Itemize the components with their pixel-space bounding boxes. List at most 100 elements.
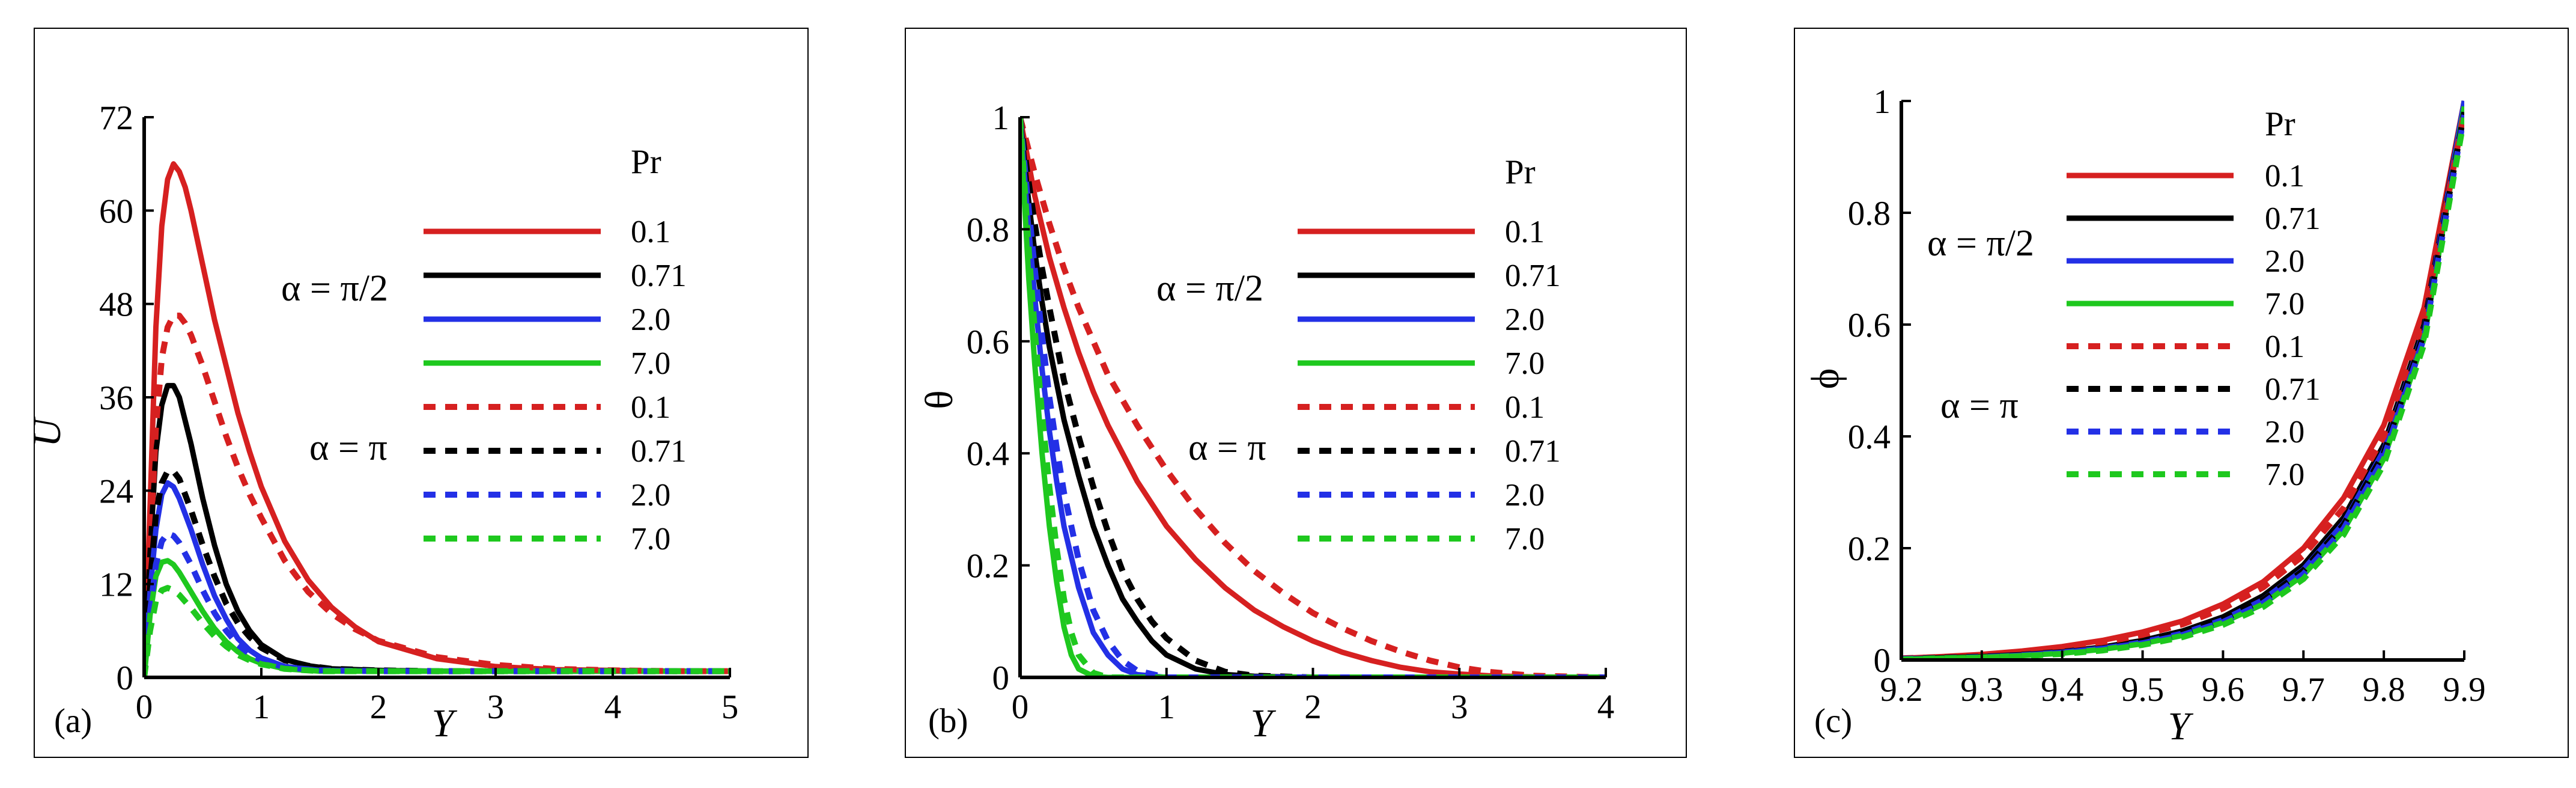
legend: Pr 0.1 0.71 2.0 7.0 0.1 0.71 2.0 7.0 α = π/2 α = π bbox=[1156, 153, 1561, 557]
y-tick-label: 48 bbox=[99, 286, 133, 324]
x-tick-label: 1 bbox=[1158, 688, 1176, 726]
legend-label-0: 0.1 bbox=[1505, 215, 1545, 249]
legend-label-3: 7.0 bbox=[2265, 287, 2304, 322]
panel-frame bbox=[34, 28, 809, 758]
y-tick-label: 60 bbox=[99, 192, 133, 230]
legend-label-6: 2.0 bbox=[1505, 478, 1545, 513]
legend-group-label-0: α = π/2 bbox=[281, 268, 388, 309]
legend-label-2: 2.0 bbox=[631, 302, 670, 337]
series-group bbox=[144, 161, 730, 677]
legend-label-1: 0.71 bbox=[2265, 201, 2321, 236]
legend-title: Pr bbox=[2265, 105, 2295, 143]
y-tick-label: 0 bbox=[1874, 642, 1891, 680]
legend-label-3: 7.0 bbox=[631, 346, 670, 381]
y-tick-label: 0.4 bbox=[1848, 418, 1891, 456]
y-tick-label: 0.6 bbox=[967, 323, 1009, 361]
y-tick-label: 0.4 bbox=[967, 435, 1009, 473]
x-tick-label: 9.6 bbox=[2202, 671, 2244, 709]
x-tick-label: 9.2 bbox=[1880, 671, 1922, 709]
chart-panel-b: 0 1 2 3 4 0 0.2 0.4 0.6 0.8 1 θ Y (b) Pr 0.1 0.71 2.0 7.0 0… bbox=[905, 28, 1687, 758]
legend-label-5: 0.71 bbox=[631, 434, 687, 469]
series-line-0 bbox=[1020, 117, 1606, 677]
legend-label-5: 0.71 bbox=[2265, 372, 2321, 407]
series-line-0 bbox=[1901, 100, 2464, 660]
x-tick-label: 2 bbox=[1304, 688, 1322, 726]
legend-label-0: 0.1 bbox=[631, 215, 670, 249]
x-axis-title: Y bbox=[432, 701, 458, 745]
x-tick-label: 9.4 bbox=[2041, 671, 2083, 709]
x-tick-label: 9.7 bbox=[2282, 671, 2325, 709]
legend-title: Pr bbox=[631, 143, 661, 181]
y-tick-label: 0.2 bbox=[967, 548, 1009, 585]
series-line-7 bbox=[144, 585, 730, 677]
y-tick-label: 12 bbox=[99, 566, 133, 604]
legend-label-4: 0.1 bbox=[631, 390, 670, 425]
panel-frame bbox=[905, 28, 1687, 758]
y-tick-label: 1 bbox=[1874, 83, 1891, 121]
series-line-1 bbox=[1901, 100, 2464, 660]
series-group bbox=[1901, 100, 2464, 660]
x-tick-label: 3 bbox=[487, 688, 505, 726]
x-tick-label: 5 bbox=[721, 688, 739, 726]
panel-frame bbox=[1794, 28, 2569, 758]
x-tick-label: 0 bbox=[1012, 688, 1029, 726]
panel-label: (c) bbox=[1814, 702, 1852, 740]
legend-group-label-0: α = π/2 bbox=[1156, 268, 1263, 309]
y-axis-title: ϕ bbox=[1803, 368, 1847, 389]
y-tick-label: 36 bbox=[99, 379, 133, 417]
legend-label-4: 0.1 bbox=[1505, 390, 1545, 425]
legend-label-4: 0.1 bbox=[2265, 329, 2304, 364]
y-tick-label: 0.6 bbox=[1848, 307, 1891, 344]
y-tick-label: 0.8 bbox=[967, 211, 1009, 249]
series-line-2 bbox=[1901, 100, 2464, 660]
legend-label-0: 0.1 bbox=[2265, 159, 2304, 194]
y-tick-label: 0 bbox=[117, 659, 134, 697]
x-tick-label: 9.8 bbox=[2363, 671, 2405, 709]
panel-label: (b) bbox=[928, 702, 968, 740]
legend-label-2: 2.0 bbox=[1505, 302, 1545, 337]
y-tick-label: 1 bbox=[992, 99, 1010, 137]
y-tick-label: 72 bbox=[99, 99, 133, 137]
legend-label-6: 2.0 bbox=[631, 478, 670, 513]
series-line-4 bbox=[1020, 116, 1606, 677]
y-axis-title: U bbox=[25, 416, 69, 447]
chart-panel-c: 9.2 9.3 9.4 9.5 9.6 9.7 9.8 9.9 0 0.2 0.4 0.6 0.8 1 ϕ Y… bbox=[1794, 28, 2569, 758]
series-line-4 bbox=[144, 313, 730, 677]
legend-label-3: 7.0 bbox=[1505, 346, 1545, 381]
series-line-2 bbox=[1020, 117, 1606, 677]
legend-label-7: 7.0 bbox=[1505, 522, 1545, 557]
legend-label-2: 2.0 bbox=[2265, 244, 2304, 279]
legend-label-7: 7.0 bbox=[2265, 457, 2304, 492]
series-line-3 bbox=[1901, 106, 2464, 660]
chart-panel-a: 0 1 2 3 4 50122436486072UY(a)Pr0.10.712.07.00… bbox=[25, 28, 809, 758]
y-tick-label: 0 bbox=[992, 659, 1010, 697]
x-tick-label: 3 bbox=[1451, 688, 1468, 726]
x-tick-label: 4 bbox=[1597, 688, 1615, 726]
x-axis-title: Y bbox=[2168, 704, 2194, 748]
y-tick-label: 0.8 bbox=[1848, 195, 1891, 233]
legend-group-label-0: α = π/2 bbox=[1927, 223, 2034, 264]
x-tick-label: 4 bbox=[604, 688, 622, 726]
x-axis-title: Y bbox=[1251, 701, 1277, 745]
legend-group-label-1: α = π bbox=[1188, 427, 1266, 468]
y-tick-label: 24 bbox=[99, 472, 133, 510]
legend-label-1: 0.71 bbox=[1505, 258, 1561, 293]
legend-label-7: 7.0 bbox=[631, 522, 670, 557]
x-tick-label: 1 bbox=[253, 688, 270, 726]
legend-group-label-1: α = π bbox=[1940, 385, 2019, 426]
legend-group-label-1: α = π bbox=[309, 427, 387, 468]
legend-title: Pr bbox=[1505, 153, 1536, 191]
x-tick-label: 9.5 bbox=[2121, 671, 2164, 709]
x-tick-label: 9.9 bbox=[2443, 671, 2485, 709]
x-tick-label: 2 bbox=[370, 688, 387, 726]
legend-label-1: 0.71 bbox=[631, 258, 687, 293]
series-line-7 bbox=[1020, 117, 1606, 677]
y-tick-label: 0.2 bbox=[1848, 530, 1891, 568]
y-axis-title: θ bbox=[917, 390, 961, 409]
panel-label: (a) bbox=[54, 702, 92, 740]
series-line-5 bbox=[1020, 117, 1606, 677]
legend-label-5: 0.71 bbox=[1505, 434, 1561, 469]
legend-label-6: 2.0 bbox=[2265, 415, 2304, 450]
legend: Pr 0.1 0.71 2.0 7.0 0.1 0.71 2.0 7.0 α = π/2 α = π bbox=[281, 143, 687, 557]
